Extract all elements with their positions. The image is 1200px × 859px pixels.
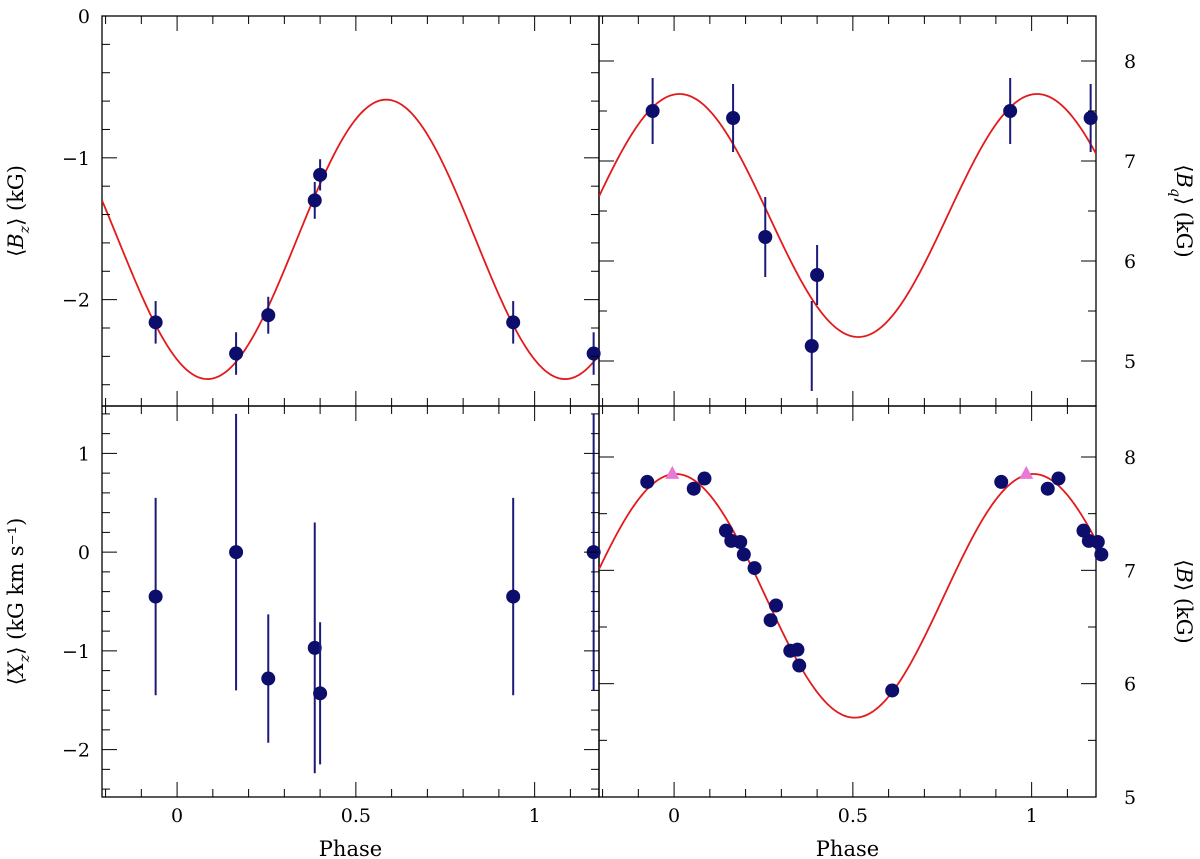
top-right-data-point [810,268,825,282]
top-right-y-tick-label: 8 [1124,51,1136,73]
unit: (kG) [4,165,28,218]
symbol: B [4,233,28,249]
top-left-y-axis-title: ⟨Bz⟩ (kG) [4,165,33,257]
unit: (kG) [1172,591,1196,644]
top-right-frame [598,15,1097,407]
axis-ticks [102,15,1096,798]
bottom-right-data-point [792,658,807,673]
top-right-model-curve [599,93,1096,338]
top-right-data-point [758,230,773,244]
bottom-left-x-tick-label: 1 [529,805,541,827]
top-right-data-point [726,111,741,125]
top-left-model-curve [102,98,599,380]
top-right-data-point [804,339,819,353]
bracket-open: ⟨ [1172,559,1196,567]
top-right-y-tick-label: 5 [1124,351,1136,373]
bottom-left-x-tick-label: 0 [171,805,183,827]
bracket-close: ⟩ [1172,197,1196,205]
bottom-right-x-tick-label: 0.5 [838,805,868,827]
bottom-right-data-point [686,481,701,496]
symbol: B [1172,567,1196,583]
model-curves [102,93,1096,719]
top-left-data-point [586,346,601,361]
bracket-close: ⟩ [4,218,28,226]
bottom-left-data-point [307,640,322,655]
subscript: z [17,225,33,234]
bracket-close: ⟩ [4,647,28,655]
top-left-data-point [307,193,322,208]
bottom-right-triangle-marker [1019,465,1034,479]
bracket-open: ⟨ [4,249,28,257]
bottom-right-data-point [790,642,805,657]
bracket-open: ⟨ [4,677,28,685]
bottom-right-data-point [885,683,900,698]
top-right-data-point [1083,111,1098,125]
bottom-right-x-tick-label: 0 [668,805,680,827]
data-marks [148,78,1109,774]
unit: (kG) [1172,205,1196,258]
bottom-right-data-point [763,613,778,628]
top-left-y-tick-label: 0 [78,6,90,28]
bottom-right-y-tick-label: 8 [1124,447,1136,469]
bottom-right-x-axis-title: Phase [816,837,879,859]
bottom-left-x-tick-label: 0.5 [341,805,371,827]
top-left-data-point [148,315,163,330]
top-left-frame [101,15,600,407]
top-left-data-point [313,167,328,182]
subscript: q [1167,188,1183,197]
top-right-y-tick-label: 6 [1124,251,1136,273]
bracket-open: ⟨ [1172,164,1196,172]
bottom-right-data-point [994,474,1009,489]
bottom-left-data-point [229,545,244,560]
top-left-data-point [229,346,244,361]
panel-frames [101,15,1097,798]
bottom-left-y-tick-label: 0 [78,542,90,564]
bottom-left-y-tick-label: −2 [62,740,90,762]
bottom-right-data-point [736,547,751,562]
bottom-right-data-point [747,561,762,576]
bottom-left-y-tick-label: −1 [62,641,90,663]
bottom-left-data-point [148,589,163,604]
bottom-right-model-curve [599,473,1096,719]
bottom-left-y-tick-label: 1 [78,443,90,465]
bottom-right-data-point [1051,471,1066,486]
bottom-right-x-tick-label: 1 [1026,805,1038,827]
bottom-right-data-point [640,474,655,489]
bottom-left-data-point [313,686,328,701]
top-left-y-tick-label: −1 [62,148,90,170]
bottom-right-data-point [768,598,783,613]
bottom-right-y-axis-title: ⟨B⟩ (kG) [1172,559,1196,643]
bottom-right-y-tick-label: 6 [1124,674,1136,696]
bottom-left-frame [101,405,600,798]
top-left-data-point [506,315,521,330]
bottom-right-data-point [1094,547,1109,562]
unit: (kG km s⁻¹) [4,518,28,647]
bottom-right-data-point [1090,535,1105,549]
bottom-right-data-point [733,535,748,549]
top-left-y-tick-label: −2 [62,290,90,312]
subscript: z [17,654,33,663]
bottom-left-data-point [261,671,276,686]
bottom-left-x-axis-title: Phase [319,837,382,859]
top-left-data-point [261,308,276,323]
bottom-right-y-tick-label: 5 [1124,787,1136,809]
top-right-data-point [645,104,660,118]
bottom-right-data-point [697,471,712,486]
top-right-y-axis-title: ⟨Bq⟩ (kG) [1167,164,1196,257]
symbol: X [4,661,28,679]
top-right-data-point [1003,104,1018,118]
bottom-left-y-axis-title: ⟨Xz⟩ (kG km s⁻¹) [4,518,33,686]
bottom-right-data-point [1040,481,1055,496]
symbol: B [1172,172,1196,188]
top-right-y-tick-label: 7 [1124,151,1136,173]
bottom-left-data-point [506,589,521,604]
bottom-right-triangle-marker [665,465,680,479]
bracket-close: ⟩ [1172,583,1196,591]
bottom-right-frame [598,405,1097,798]
bottom-right-y-tick-label: 7 [1124,560,1136,582]
